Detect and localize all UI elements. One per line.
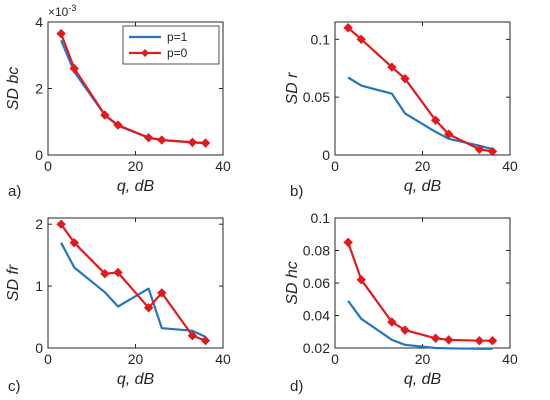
data-point-marker xyxy=(474,144,485,154)
data-point-marker xyxy=(56,28,66,39)
panel-label: a) xyxy=(8,183,21,200)
y-multiplier-exponent: -3 xyxy=(68,3,76,13)
data-point-marker xyxy=(143,303,154,313)
data-point-marker xyxy=(69,63,79,74)
series-line-series-2 xyxy=(60,223,206,342)
data-point-marker xyxy=(343,23,353,33)
y-tick-label: 0.04 xyxy=(303,308,330,324)
data-point-marker xyxy=(56,219,66,229)
y-tick-label: 4 xyxy=(35,14,43,30)
y-tick-label: 0 xyxy=(322,147,330,163)
y-tick-label: 2 xyxy=(35,81,43,97)
legend-label: p=0 xyxy=(167,46,188,60)
data-point-marker xyxy=(487,335,498,346)
x-tick-label: 0 xyxy=(44,158,52,174)
x-tick-label: 20 xyxy=(415,158,431,174)
y-tick-label: 0.05 xyxy=(303,89,330,105)
series-line-series-2 xyxy=(347,26,493,153)
x-tick-label: 40 xyxy=(502,158,518,174)
y-axis-label: SD fr xyxy=(5,264,22,301)
panel-label: c) xyxy=(8,378,21,395)
series-line-series-1 xyxy=(347,76,493,151)
data-point-marker xyxy=(157,288,167,298)
panel-c: 0 20 40 0 1 2 q, dB SD fr c) xyxy=(5,216,231,395)
y-tick-label: 0.08 xyxy=(303,243,330,259)
x-axis-label: q, dB xyxy=(117,178,155,195)
data-point-marker xyxy=(487,146,498,157)
x-axis-label: q, dB xyxy=(404,371,442,388)
data-point-marker xyxy=(387,317,397,327)
y-tick-label: 0.1 xyxy=(311,210,331,226)
y-tick-label: 1 xyxy=(35,278,43,294)
data-point-marker xyxy=(400,325,410,335)
data-point-marker xyxy=(356,34,366,45)
data-point-marker xyxy=(343,237,353,248)
data-point-marker xyxy=(444,129,454,139)
data-point-marker xyxy=(200,138,211,148)
series-line-p=0 xyxy=(60,33,206,145)
data-point-marker xyxy=(113,267,123,278)
y-multiplier-base: ×10 xyxy=(48,5,69,19)
y-multiplier: ×10-3 xyxy=(48,3,76,19)
series-line-series-2 xyxy=(347,242,493,342)
x-tick-label: 0 xyxy=(331,351,339,367)
series-line-series-1 xyxy=(347,300,493,350)
legend: p=1p=0 xyxy=(122,25,220,65)
legend-label: p=1 xyxy=(167,30,188,44)
y-axis-label: SD bc xyxy=(5,67,22,111)
y-tick-label: 0 xyxy=(35,147,43,163)
y-axis-label: SD r xyxy=(284,72,301,105)
legend-marker xyxy=(141,49,149,57)
data-point-marker xyxy=(444,335,454,345)
panel-label: d) xyxy=(290,378,303,395)
x-tick-label: 0 xyxy=(44,351,52,367)
panel-b: 0 20 40 0 0.05 0.1 q, dB SD r b) xyxy=(284,21,518,200)
panel-label: b) xyxy=(290,183,303,200)
x-tick-label: 0 xyxy=(331,158,339,174)
x-tick-label: 40 xyxy=(215,158,231,174)
data-point-marker xyxy=(100,110,110,120)
x-tick-label: 40 xyxy=(215,351,231,367)
x-axis-label: q, dB xyxy=(117,371,155,388)
x-tick-label: 20 xyxy=(128,351,144,367)
panel-d: 0 20 40 0.02 0.04 0.06 0.08 0.1 q, dB SD hc d) xyxy=(284,210,518,395)
plot-frame xyxy=(47,217,224,349)
y-axis-label: SD hc xyxy=(284,261,301,305)
x-tick-label: 20 xyxy=(128,158,144,174)
data-point-marker xyxy=(387,62,397,72)
data-point-marker xyxy=(474,335,485,346)
data-point-marker xyxy=(143,133,154,143)
data-point-marker xyxy=(187,137,198,148)
y-tick-label: 2 xyxy=(35,216,43,232)
x-tick-label: 40 xyxy=(502,351,518,367)
data-point-marker xyxy=(200,335,211,346)
data-point-marker xyxy=(100,269,110,279)
data-point-marker xyxy=(187,330,198,341)
data-point-marker xyxy=(430,333,441,343)
y-tick-label: 0.1 xyxy=(311,31,331,47)
y-tick-label: 0.02 xyxy=(303,340,330,356)
data-point-marker xyxy=(356,275,366,285)
data-point-marker xyxy=(69,238,79,248)
x-tick-label: 20 xyxy=(415,351,431,367)
x-axis-label: q, dB xyxy=(404,178,442,195)
y-tick-label: 0 xyxy=(35,340,43,356)
data-point-marker xyxy=(157,135,167,145)
data-point-marker xyxy=(400,73,410,84)
legend-box xyxy=(122,25,220,65)
data-point-marker xyxy=(430,115,441,126)
data-point-marker xyxy=(113,120,123,130)
y-tick-label: 0.06 xyxy=(303,275,330,291)
